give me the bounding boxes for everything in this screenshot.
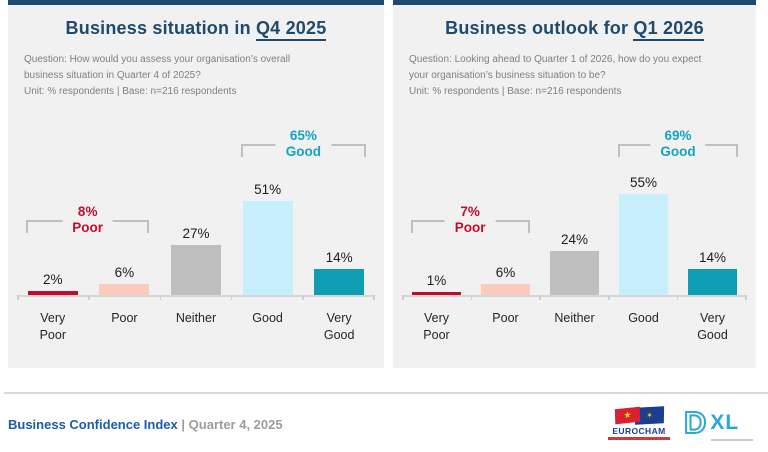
eurocham-wordmark: EUROCHAM [612,426,666,436]
vietnam-flag-icon: ★ [614,406,640,424]
good-group-percent: 65% [289,128,317,143]
good-group-label: 69% Good [650,128,706,160]
question-text: Question: Looking ahead to Quarter 1 of … [409,54,702,81]
good-group-bracket: 65% Good [240,128,367,160]
good-group-bracket: 69% Good [617,128,739,160]
eurocham-flags-icon: ★ ✶ [606,405,672,425]
bar-poor [99,284,150,295]
bar-value-label: 55% [629,175,658,190]
bar-value-label: 27% [182,226,210,241]
poor-group-label: 7% Poor [444,204,496,236]
x-axis-label-very-good: Very Good [697,311,728,342]
dxl-monogram-icon: D [683,405,707,440]
bar-very-poor [412,292,461,295]
bar-value-label: 6% [495,265,516,280]
bar-very-good [314,269,365,295]
bar-value-label: 51% [254,182,282,197]
x-axis-ticks [17,295,375,300]
panel-title: Business outlook for Q1 2026 [393,18,756,41]
chart-panel-q1-2026: Business outlook for Q1 2026 Question: L… [393,0,756,368]
panel-title-text: Business outlook for [445,18,634,38]
x-axis-label-good: Good [252,311,283,325]
panel-title-quarter: Q4 2025 [255,18,327,41]
dxl-logo: D XL [683,405,754,441]
bar-group-very-poor: 2% [17,272,89,295]
dxl-tagline-bar [711,439,753,441]
bar-chart-q4: 8% Poor 65% Good 2% 6% 27% [17,125,375,300]
bar-group-very-good: 14% [678,250,747,295]
x-axis-label-neither: Neither [175,311,217,325]
bars-container: 2% 6% 27% 51% 14% [17,125,375,295]
x-axis-label-very-good: Very Good [323,311,355,342]
panel-title: Business situation in Q4 2025 [8,18,384,41]
good-group-label: 65% Good [275,128,332,160]
footer-period: | Quarter 4, 2025 [181,417,282,432]
x-axis-ticks [402,295,747,300]
footer-quarter: Quarter 4, 2025 [188,417,283,432]
bar-neither [170,245,222,295]
poor-group-percent: 8% [77,204,98,219]
x-axis-label-very-poor: Very Poor [39,311,66,342]
dxl-wordmark: D XL [683,405,754,440]
question-text: Question: How would you assess your orga… [24,54,291,81]
eurocham-tagline-bar [608,437,670,440]
dxl-letters: XL [710,410,740,434]
bar-group-good: 51% [232,182,304,295]
bar-very-good [688,269,737,295]
good-group-name: Good [660,144,696,159]
bar-group-good: 55% [609,175,678,295]
poor-group-percent: 7% [460,204,480,219]
bar-value-label: 2% [43,272,63,287]
bar-chart-q1: 7% Poor 69% Good 1% 6% 24% [402,125,747,300]
unit-base-text: Unit: % respondents | Base: n=216 respon… [409,86,622,97]
footer-report-title: Business Confidence Index [8,417,178,432]
bar-value-label: 24% [560,232,589,247]
poor-group-bracket: 8% Poor [25,204,150,236]
footer-pipe: | [181,417,186,432]
x-axis-label-poor: Poor [111,311,138,325]
footer-divider-line [4,392,768,394]
poor-group-name: Poor [454,220,486,235]
bar-very-poor [27,291,78,295]
good-group-name: Good [285,144,322,159]
poor-group-label: 8% Poor [62,204,114,236]
panel-title-quarter: Q1 2026 [633,18,704,41]
bar-group-very-poor: 1% [402,273,471,295]
bar-value-label: 6% [114,265,135,280]
eurocham-logo: ★ ✶ EUROCHAM [606,405,672,440]
bar-poor [481,284,530,295]
bar-group-poor: 6% [471,265,540,295]
bar-group-very-good: 14% [303,250,375,295]
poor-group-name: Poor [72,220,104,235]
good-group-percent: 69% [664,128,692,143]
bar-group-poor: 6% [89,265,161,295]
poor-group-bracket: 7% Poor [410,204,530,236]
x-axis-label-good: Good [628,311,659,325]
x-axis-label-poor: Poor [492,311,519,325]
bar-group-neither: 24% [540,232,609,295]
x-axis-labels: Very Poor Poor Neither Good Very Good [17,310,375,344]
x-axis-label-very-poor: Very Poor [423,311,450,342]
footer-caption: Business Confidence Index | Quarter 4, 2… [8,417,283,432]
bar-good [619,194,668,295]
bar-value-label: 14% [325,250,353,265]
bar-value-label: 1% [426,273,447,288]
bar-good [242,201,293,295]
x-axis-labels: Very Poor Poor Neither Good Very Good [402,310,747,344]
chart-panel-q4-2025: Business situation in Q4 2025 Question: … [8,0,384,368]
x-axis-label-neither: Neither [554,311,595,325]
unit-base-text: Unit: % respondents | Base: n=216 respon… [24,86,237,97]
bar-neither [550,251,599,295]
bar-value-label: 14% [698,250,727,265]
bars-container: 1% 6% 24% 55% 14% [402,125,747,295]
bar-group-neither: 27% [160,226,232,295]
panel-title-text: Business situation in [65,18,256,38]
